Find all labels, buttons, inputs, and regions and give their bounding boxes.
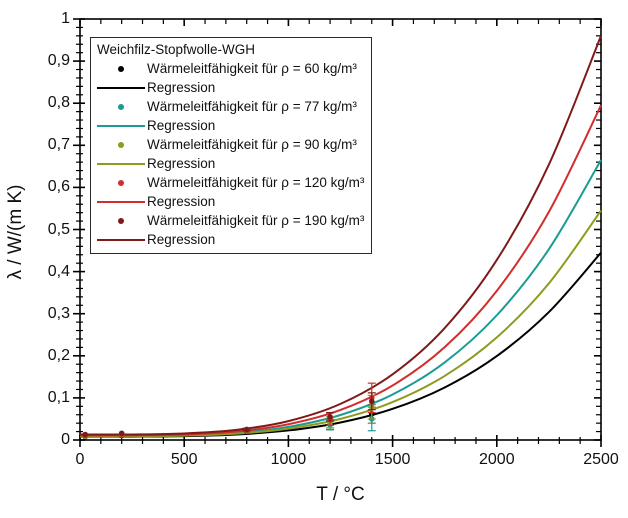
legend-entry-regression-90: Regression <box>95 154 367 173</box>
y-tick-label: 0,5 <box>47 220 70 238</box>
legend-line-cell <box>97 200 145 203</box>
regression-line-icon <box>97 86 145 89</box>
legend-regression-label: Regression <box>147 118 216 133</box>
legend-regression-label: Regression <box>147 194 216 209</box>
legend-series-label: Wärmeleitfähigkeit für ρ = 190 kg/m³ <box>147 213 365 228</box>
legend-box: Weichfilz-Stopfwolle-WGH Wärmeleitfähigk… <box>90 37 372 254</box>
y-tick-label: 0,4 <box>47 262 70 280</box>
scatter-marker-icon <box>118 65 124 72</box>
legend-series-label: Wärmeleitfähigkeit für ρ = 60 kg/m³ <box>147 61 357 76</box>
legend-dot-cell <box>95 217 147 224</box>
data-point-190 <box>368 398 375 405</box>
legend-dot-cell <box>95 65 147 72</box>
legend-entry-regression-190: Regression <box>95 230 367 249</box>
x-tick-label: 1000 <box>270 451 307 468</box>
legend-entry-points-90: Wärmeleitfähigkeit für ρ = 90 kg/m³ <box>95 135 367 154</box>
y-tick-label: 0,9 <box>47 52 70 70</box>
scatter-marker-icon <box>118 179 124 186</box>
y-tick-label: 0 <box>61 431 70 448</box>
y-tick-label: 0,2 <box>47 346 70 364</box>
regression-line-icon <box>97 162 145 165</box>
legend-series-label: Wärmeleitfähigkeit für ρ = 90 kg/m³ <box>147 137 357 152</box>
legend-entries: Wärmeleitfähigkeit für ρ = 60 kg/m³ Regre… <box>95 59 367 249</box>
legend-line-cell <box>97 86 145 89</box>
y-tick-label: 0,8 <box>47 94 70 112</box>
legend-entry-points-60: Wärmeleitfähigkeit für ρ = 60 kg/m³ <box>95 59 367 78</box>
y-tick-label: 0,6 <box>47 178 70 196</box>
legend-dot-cell <box>95 179 147 186</box>
legend-line-cell <box>97 162 145 165</box>
x-tick-label: 1500 <box>374 451 411 468</box>
legend-entry-points-190: Wärmeleitfähigkeit für ρ = 190 kg/m³ <box>95 211 367 230</box>
regression-line-icon <box>97 238 145 241</box>
legend-series-label: Wärmeleitfähigkeit für ρ = 120 kg/m³ <box>147 175 365 190</box>
legend-dot-cell <box>95 141 147 148</box>
legend-dot-cell <box>95 103 147 110</box>
legend-series-label: Wärmeleitfähigkeit für ρ = 77 kg/m³ <box>147 99 357 114</box>
legend-entry-points-120: Wärmeleitfähigkeit für ρ = 120 kg/m³ <box>95 173 367 192</box>
legend-entry-regression-120: Regression <box>95 192 367 211</box>
regression-curve-90 <box>79 209 602 438</box>
legend-title: Weichfilz-Stopfwolle-WGH <box>97 42 256 57</box>
legend-regression-label: Regression <box>147 80 216 95</box>
x-tick-label: 2500 <box>583 451 619 468</box>
y-tick-label: 0,7 <box>47 136 70 154</box>
legend-regression-label: Regression <box>147 232 216 247</box>
y-axis-title: λ / W/(m K) <box>5 184 26 280</box>
regression-line-icon <box>97 124 145 127</box>
y-tick-label: 1 <box>61 10 70 27</box>
y-tick-label: 0,1 <box>47 388 70 406</box>
legend-regression-label: Regression <box>147 156 216 171</box>
scatter-marker-icon <box>118 217 124 224</box>
scatter-marker-icon <box>118 141 124 148</box>
x-tick-label: 0 <box>75 451 85 468</box>
legend-line-cell <box>97 238 145 241</box>
legend-entry-points-77: Wärmeleitfähigkeit für ρ = 77 kg/m³ <box>95 97 367 116</box>
legend-entry-regression-60: Regression <box>95 78 367 97</box>
y-tick-label: 0,3 <box>47 304 70 322</box>
data-point-190 <box>327 414 333 420</box>
plot-frame <box>79 18 602 441</box>
regression-line-icon <box>97 200 145 203</box>
regression-curve-190 <box>79 35 602 436</box>
x-tick-label: 2000 <box>479 451 515 468</box>
data-point-190 <box>82 431 89 438</box>
legend-entry-regression-77: Regression <box>95 116 367 135</box>
x-tick-label: 500 <box>170 451 198 468</box>
x-axis-title: T / °C <box>316 484 365 505</box>
data-point-190 <box>118 430 125 437</box>
scatter-marker-icon <box>118 103 124 110</box>
data-point-190 <box>243 426 250 433</box>
legend-line-cell <box>97 124 145 127</box>
